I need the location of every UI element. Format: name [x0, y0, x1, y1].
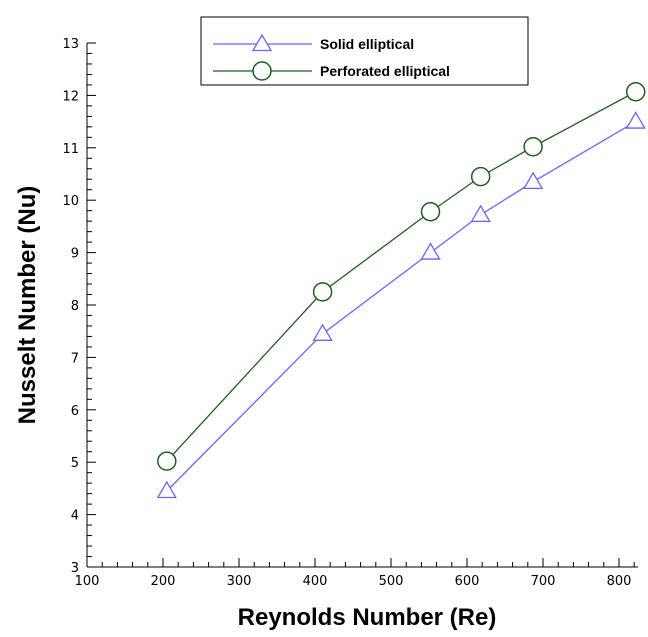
y-tick-label: 8 [71, 299, 79, 314]
data-point [522, 171, 544, 189]
y-tick-label: 5 [71, 456, 79, 471]
legend-label: Solid elliptical [320, 36, 414, 52]
data-point [156, 480, 177, 499]
data-point [625, 111, 646, 129]
x-tick-label: 800 [607, 574, 632, 589]
legend-marker [251, 33, 273, 52]
x-tick-label: 600 [455, 574, 480, 589]
series-1 [157, 81, 646, 471]
legend-marker [252, 61, 272, 81]
y-tick-label: 12 [62, 89, 79, 104]
y-tick-label: 9 [71, 247, 79, 262]
data-point [523, 137, 543, 157]
x-tick-label: 500 [379, 574, 404, 589]
x-tick-label: 100 [75, 574, 100, 589]
data-point [625, 81, 646, 102]
y-axis-title: Nusselt Number (Nu) [14, 186, 41, 425]
data-point [420, 242, 441, 260]
x-tick-label: 300 [227, 574, 252, 589]
data-point [157, 451, 177, 471]
x-tick-label: 200 [151, 574, 176, 589]
series-line [166, 91, 637, 462]
y-tick-label: 11 [62, 142, 79, 157]
axes: 3 4 5 6 7 8 9 10 11 12 13 100 200 300 400 500 600 700 800 [62, 37, 638, 589]
x-tick-label: 400 [303, 574, 328, 589]
legend: Solid elliptical Perforated elliptical [200, 16, 529, 86]
x-axis-title: Reynolds Number (Re) [238, 604, 497, 631]
data-point [312, 282, 333, 302]
x-tick-label: 700 [531, 574, 556, 589]
y-tick-label: 13 [62, 37, 79, 52]
y-tick-label: 6 [71, 404, 79, 419]
series-layer [156, 81, 646, 499]
data-point [470, 204, 491, 223]
series-0 [156, 111, 646, 499]
data-point [420, 201, 441, 222]
y-tick-label: 7 [71, 351, 79, 366]
data-point [470, 166, 491, 187]
y-tick-label: 10 [62, 194, 79, 209]
data-point [312, 323, 333, 341]
legend-label: Perforated elliptical [320, 63, 450, 79]
series-line [166, 121, 637, 492]
y-tick-label: 4 [71, 509, 79, 524]
y-tick-label: 3 [71, 561, 79, 576]
